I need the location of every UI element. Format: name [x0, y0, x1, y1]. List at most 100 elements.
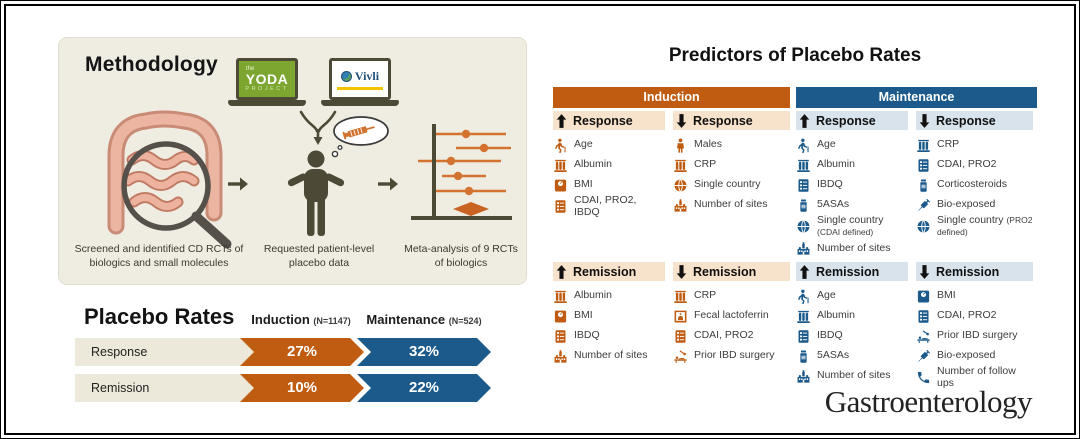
predictor-item: Albumin [796, 155, 908, 175]
predictors-title: Predictors of Placebo Rates [668, 45, 922, 66]
checklist-icon [916, 158, 931, 173]
yoda-logo-pre: the [246, 65, 255, 72]
column-header: Response [916, 111, 1033, 130]
checklist-icon [553, 329, 568, 344]
arrow-down-icon [676, 114, 687, 128]
predictor-item: Number of sites [796, 239, 908, 259]
scale-icon [553, 309, 568, 324]
predictor-label: Fecal lactoferrin [694, 309, 769, 322]
predictor-label: CRP [694, 158, 717, 171]
predictor-label: Bio-exposed [937, 198, 996, 211]
building-icon [673, 198, 688, 213]
maintenance-column-header: Maintenance (N=524) [358, 312, 490, 327]
person-figure [287, 150, 345, 236]
predictor-label: Number of sites [817, 241, 891, 254]
globe-icon [796, 219, 811, 234]
arrow-right-icon [228, 177, 248, 191]
placebo-value-maintenance: 22% [357, 374, 491, 402]
predictor-label: BMI [574, 309, 593, 322]
step-caption: Requested patient-level placebo data [263, 243, 375, 269]
predictor-item: BMI [916, 286, 1033, 306]
predictor-item: Males [673, 135, 790, 155]
predictor-label: IBDQ [817, 178, 843, 191]
predictor-note: (CDAI defined) [817, 226, 874, 237]
vivli-logo-name: Vivli [354, 68, 380, 83]
journal-logo: Gastroenterology [824, 384, 1033, 419]
predictor-label: 5ASAs [817, 198, 850, 211]
column-header: Response [796, 111, 908, 130]
predictor-label: Prior IBD surgery [694, 349, 775, 362]
placebo-rates-title: Placebo Rates [84, 304, 235, 329]
column-header-label: Remission [936, 264, 1000, 279]
predictor-label: Albumin [817, 158, 855, 171]
predictor-item: CDAI, PRO2 [673, 326, 790, 346]
predictor-label: Corticosteroids [937, 178, 1008, 191]
medicine-bottle-icon [796, 349, 811, 364]
yoda-laptop: the YODA PROJECT [228, 58, 306, 108]
predictor-label: CRP [937, 138, 960, 151]
column-header-label: Response [693, 113, 753, 128]
predictor-item: Number of sites [553, 346, 665, 366]
arrow-up-icon [556, 265, 567, 279]
test-tubes-icon [673, 289, 688, 304]
column-header: Remission [796, 262, 908, 281]
test-tubes-icon [796, 309, 811, 324]
predictor-label: BMI [937, 289, 956, 302]
merge-arrow-icon [299, 110, 337, 145]
column-header-label: Response [573, 113, 633, 128]
vivli-logo: Vivli [332, 61, 388, 97]
predictor-label: Age [574, 138, 593, 151]
predictor-item: Single country (PRO2 defined) [916, 214, 1033, 239]
predictor-item: Albumin [553, 286, 665, 306]
column-header: Remission [673, 262, 790, 281]
column-header: Remission [553, 262, 665, 281]
medicine-bottle-icon [916, 178, 931, 193]
test-tubes-icon [796, 158, 811, 173]
predictor-item: Age [553, 135, 665, 155]
column-n: (N=1147) [313, 316, 351, 326]
predictor-label: Bio-exposed [937, 349, 996, 362]
predictor-item: BMI [553, 306, 665, 326]
predictor-label: Albumin [817, 309, 855, 322]
vivli-logo-bar [337, 86, 383, 90]
predictor-label: CDAI, PRO2 [937, 309, 997, 322]
maintenance-remission-up-column: Remission Age Albumin IBDQ 5ASAs Number … [796, 262, 908, 386]
predictor-item: Single country (CDAI defined) [796, 214, 908, 239]
predictor-item: 5ASAs [796, 195, 908, 215]
induction-response-down-column: Response Males CRP Single country Number… [673, 111, 790, 215]
checklist-icon [796, 329, 811, 344]
predictor-item: Fecal lactoferrin [673, 306, 790, 326]
column-header: Response [673, 111, 790, 130]
checklist-icon [796, 178, 811, 193]
induction-banner: Induction [553, 87, 790, 108]
arrow-down-icon [919, 265, 930, 279]
placebo-value-induction: 10% [240, 374, 364, 402]
intestine-illustration [107, 110, 232, 249]
predictor-label: Number of sites [694, 198, 768, 211]
predictor-label: BMI [574, 178, 593, 191]
yoda-logo-sub: PROJECT [245, 85, 289, 92]
age-icon [796, 138, 811, 153]
predictor-item: CDAI, PRO2 [916, 306, 1033, 326]
column-header: Response [553, 111, 665, 130]
yoda-logo: the YODA PROJECT [239, 61, 295, 97]
predictor-label: Single country [694, 178, 761, 191]
predictor-label: CDAI, PRO2 [937, 158, 997, 171]
building-icon [796, 369, 811, 384]
maintenance-response-up-column: Response Age Albumin IBDQ 5ASAs Single c… [796, 111, 908, 259]
globe-icon [916, 219, 931, 234]
arrow-down-icon [676, 265, 687, 279]
predictor-item: Albumin [553, 155, 665, 175]
predictor-item: Single country [673, 175, 790, 195]
test-tubes-icon [553, 289, 568, 304]
predictors-maintenance-group: Maintenance Response Age Albumin IBDQ 5A… [796, 87, 1037, 402]
predictor-item: Bio-exposed [916, 346, 1033, 366]
laptop-base [321, 100, 399, 106]
predictor-label: Prior IBD surgery [937, 329, 1018, 342]
step-caption: Screened and identified CD RCTs of biolo… [74, 243, 244, 269]
predictors-induction-group: Induction Response Age Albumin BMI CDAI,… [553, 87, 790, 402]
predictor-label: Number of sites [817, 369, 891, 382]
column-label: Induction [251, 312, 310, 327]
predictor-label: Number of follow ups [937, 365, 1016, 389]
predictor-item: IBDQ [796, 326, 908, 346]
